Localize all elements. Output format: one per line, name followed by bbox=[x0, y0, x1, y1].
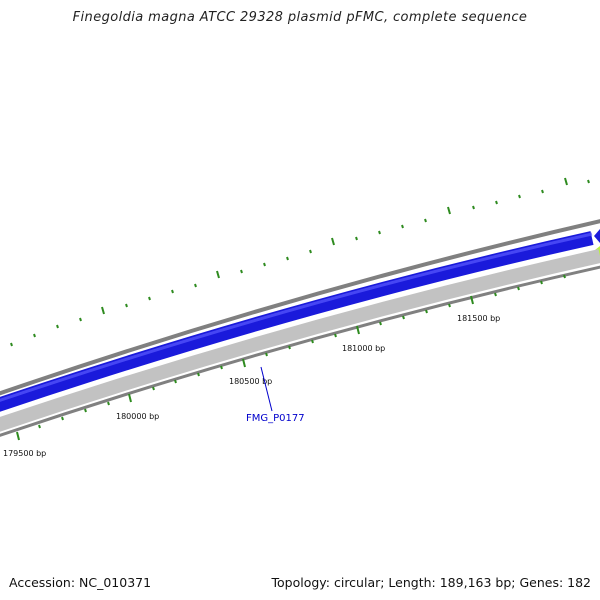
sequence-summary-text: Topology: circular; Length: 189,163 bp; … bbox=[271, 575, 592, 590]
inner-scale-ticks bbox=[16, 274, 566, 441]
gene-label-leader bbox=[260, 366, 273, 412]
reverse-strand-band bbox=[0, 249, 600, 432]
forward-gene-band[interactable] bbox=[0, 231, 594, 412]
outer-backbone-line bbox=[0, 219, 600, 396]
position-label: 179500 bp bbox=[3, 449, 46, 458]
accession-text: Accession: NC_010371 bbox=[9, 575, 152, 590]
position-label: 180500 bp bbox=[229, 377, 272, 386]
map-title: Finegoldia magna ATCC 29328 plasmid pFMC… bbox=[72, 10, 528, 25]
inner-backbone-line bbox=[0, 265, 600, 437]
position-label: 181000 bp bbox=[342, 344, 385, 353]
outer-scale-ticks bbox=[10, 177, 590, 347]
gene-arrow-head[interactable] bbox=[594, 229, 600, 243]
forward-gene-highlight bbox=[0, 232, 593, 402]
gene-label[interactable]: FMG_P0177 bbox=[246, 413, 305, 424]
position-label: 181500 bp bbox=[457, 314, 500, 323]
position-label: 180000 bp bbox=[116, 412, 159, 421]
